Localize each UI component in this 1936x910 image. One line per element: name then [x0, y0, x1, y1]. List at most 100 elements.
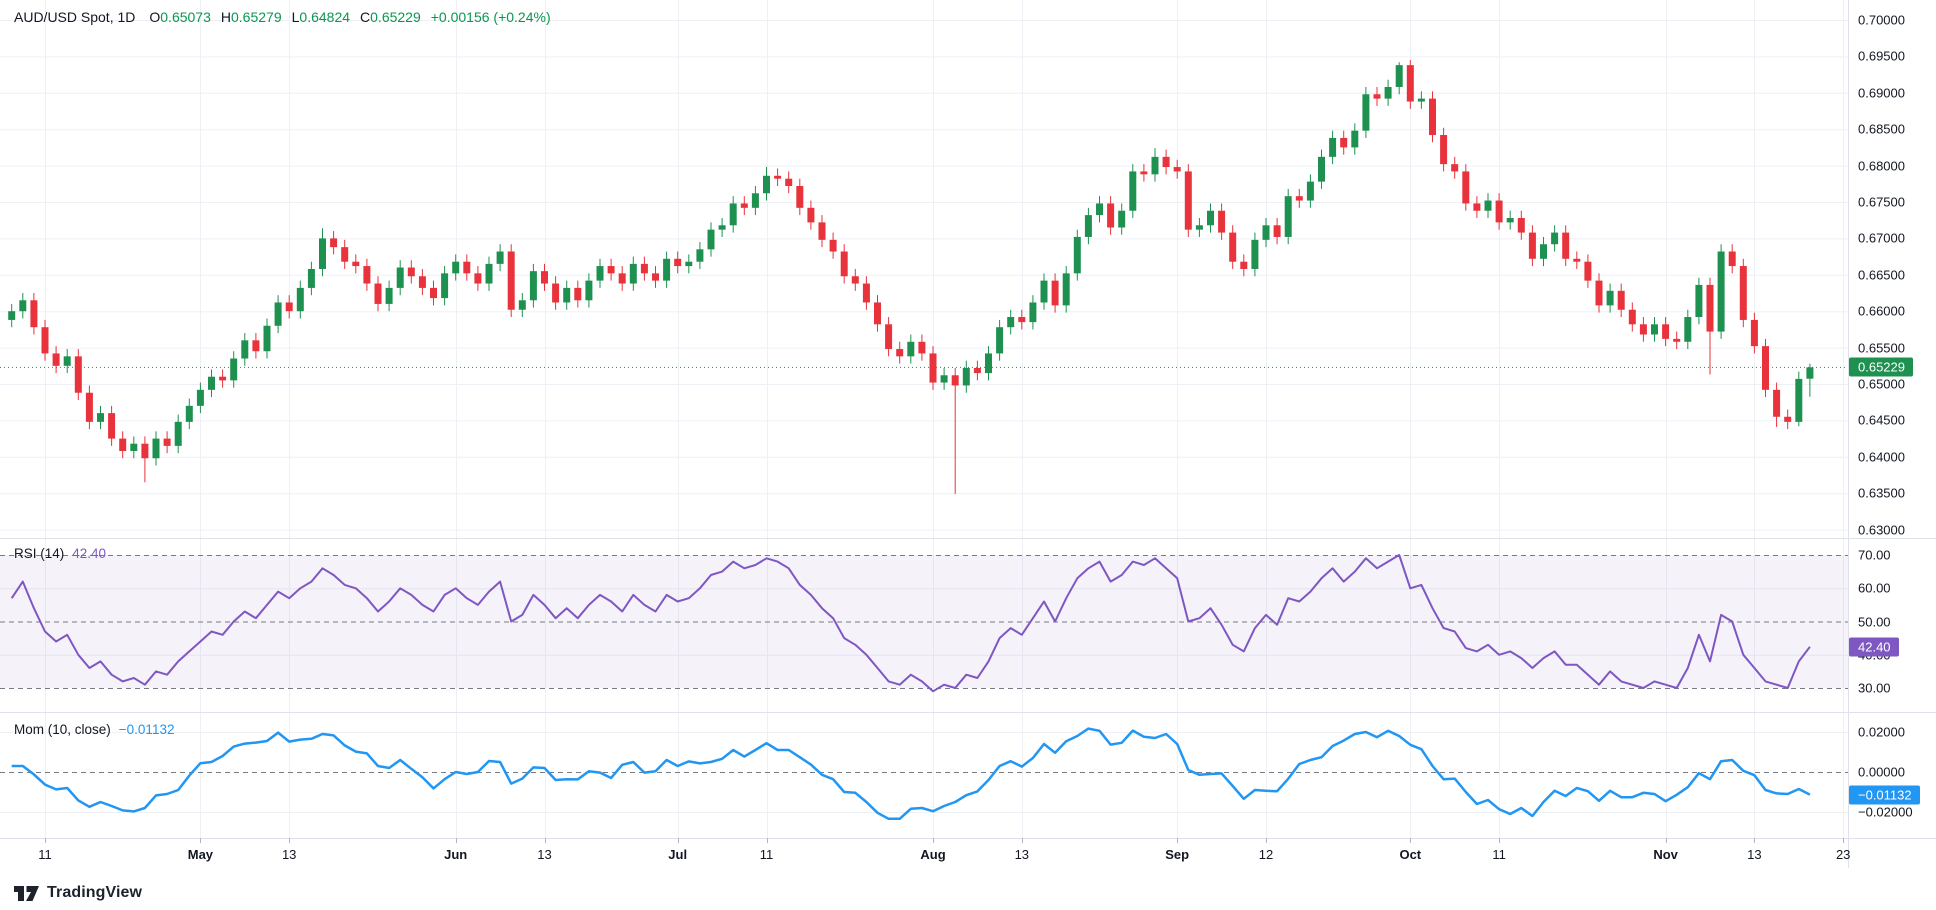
candle-body [341, 247, 349, 262]
candle [652, 266, 659, 288]
candle [1506, 210, 1514, 230]
candle-body [918, 341, 926, 354]
candle [907, 334, 915, 364]
candle [141, 436, 149, 483]
price-tick-label: 0.65000 [1858, 376, 1905, 392]
candle-body [19, 300, 27, 312]
candle-body [1406, 65, 1414, 102]
candle [1273, 218, 1281, 245]
candle [1140, 164, 1148, 182]
price-tick-label: 0.69500 [1858, 48, 1905, 64]
candle-body [1440, 135, 1448, 165]
price-tick-label: 0.69000 [1858, 85, 1905, 101]
candle [1240, 254, 1248, 277]
ohlc-high-label: H [220, 9, 231, 25]
candle [352, 254, 360, 274]
time-label-month: Oct [1399, 847, 1422, 862]
main-pane-legend[interactable]: AUD/USD Spot, 1D O0.65073 H0.65279 L0.64… [14, 9, 551, 25]
rsi-tick-label: 50.00 [1858, 614, 1891, 629]
candle-body [929, 353, 937, 383]
candle [796, 178, 804, 216]
candle-body [119, 438, 127, 451]
candle [896, 341, 904, 364]
candle-body [507, 251, 515, 310]
candle [8, 303, 16, 328]
candle [674, 251, 682, 274]
candle [396, 260, 404, 296]
candle [663, 251, 671, 288]
price-badge: 0.65229 [1849, 357, 1913, 377]
candle [1528, 225, 1536, 267]
candle-body [430, 287, 437, 299]
candle [1351, 123, 1359, 155]
time-label-month: Aug [920, 847, 946, 862]
candle [1728, 244, 1736, 274]
candle-body [552, 283, 560, 303]
candle-body [1318, 156, 1325, 182]
candle [208, 369, 215, 398]
candle [441, 266, 449, 306]
candle-body [1673, 338, 1681, 342]
ohlc-high: H0.65279 [221, 9, 282, 25]
candle [1073, 229, 1081, 281]
candle-body [463, 261, 471, 274]
candle [252, 333, 260, 359]
candle [851, 268, 859, 291]
candle-body [518, 300, 526, 310]
candle [1695, 277, 1703, 325]
candle-body [474, 273, 482, 284]
candle [1584, 254, 1592, 288]
time-label-day: 12 [1258, 847, 1274, 862]
candle-body [1495, 200, 1503, 223]
candle [196, 382, 204, 414]
candle [1440, 127, 1448, 172]
candle-body [196, 389, 204, 406]
candle [1107, 196, 1115, 235]
candle [1306, 174, 1314, 208]
candle-body [1140, 171, 1148, 175]
ohlc-close: C0.65229 [360, 9, 421, 25]
candle [296, 280, 304, 319]
candle-body [263, 325, 271, 352]
tradingview-logo[interactable]: TradingView [14, 884, 142, 902]
rsi-value: 42.40 [72, 546, 107, 561]
candle [152, 431, 160, 466]
rsi-title: RSI (14) [14, 546, 65, 561]
ohlc-high-value: 0.65279 [231, 9, 282, 25]
candle [862, 276, 870, 310]
candle [785, 171, 793, 194]
candle [596, 258, 604, 288]
candle [740, 196, 748, 216]
candle [1340, 130, 1348, 155]
candle [174, 414, 182, 454]
candle-body [1717, 251, 1725, 332]
candle [1029, 295, 1037, 330]
candle [163, 431, 171, 454]
mom-title: Mom (10, close) [14, 722, 111, 737]
candle [263, 318, 271, 359]
candle-body [452, 261, 460, 274]
mom-value: −0.01132 [118, 722, 175, 737]
rsi-pane-legend[interactable]: RSI (14) 42.40 [14, 546, 106, 561]
candle [1195, 218, 1203, 237]
candle-body [1051, 280, 1059, 306]
candle-body [330, 238, 338, 248]
grid-lines [0, 0, 1848, 838]
candle-body [1628, 309, 1636, 325]
candle [1606, 283, 1614, 313]
candle [274, 295, 282, 334]
candle [1551, 225, 1559, 252]
candle [330, 231, 338, 255]
mom-pane-legend[interactable]: Mom (10, close) −0.01132 [14, 722, 174, 737]
mom-badge: −0.01132 [1849, 785, 1920, 805]
candle-body [1329, 137, 1337, 157]
candle [430, 280, 437, 306]
time-label-month: Sep [1165, 847, 1190, 862]
candle-body [685, 261, 693, 267]
candle-body [1007, 317, 1015, 328]
candle [1762, 338, 1769, 398]
time-label-day: 11 [759, 847, 774, 862]
candle-body [1284, 196, 1292, 237]
candle [1406, 60, 1414, 109]
